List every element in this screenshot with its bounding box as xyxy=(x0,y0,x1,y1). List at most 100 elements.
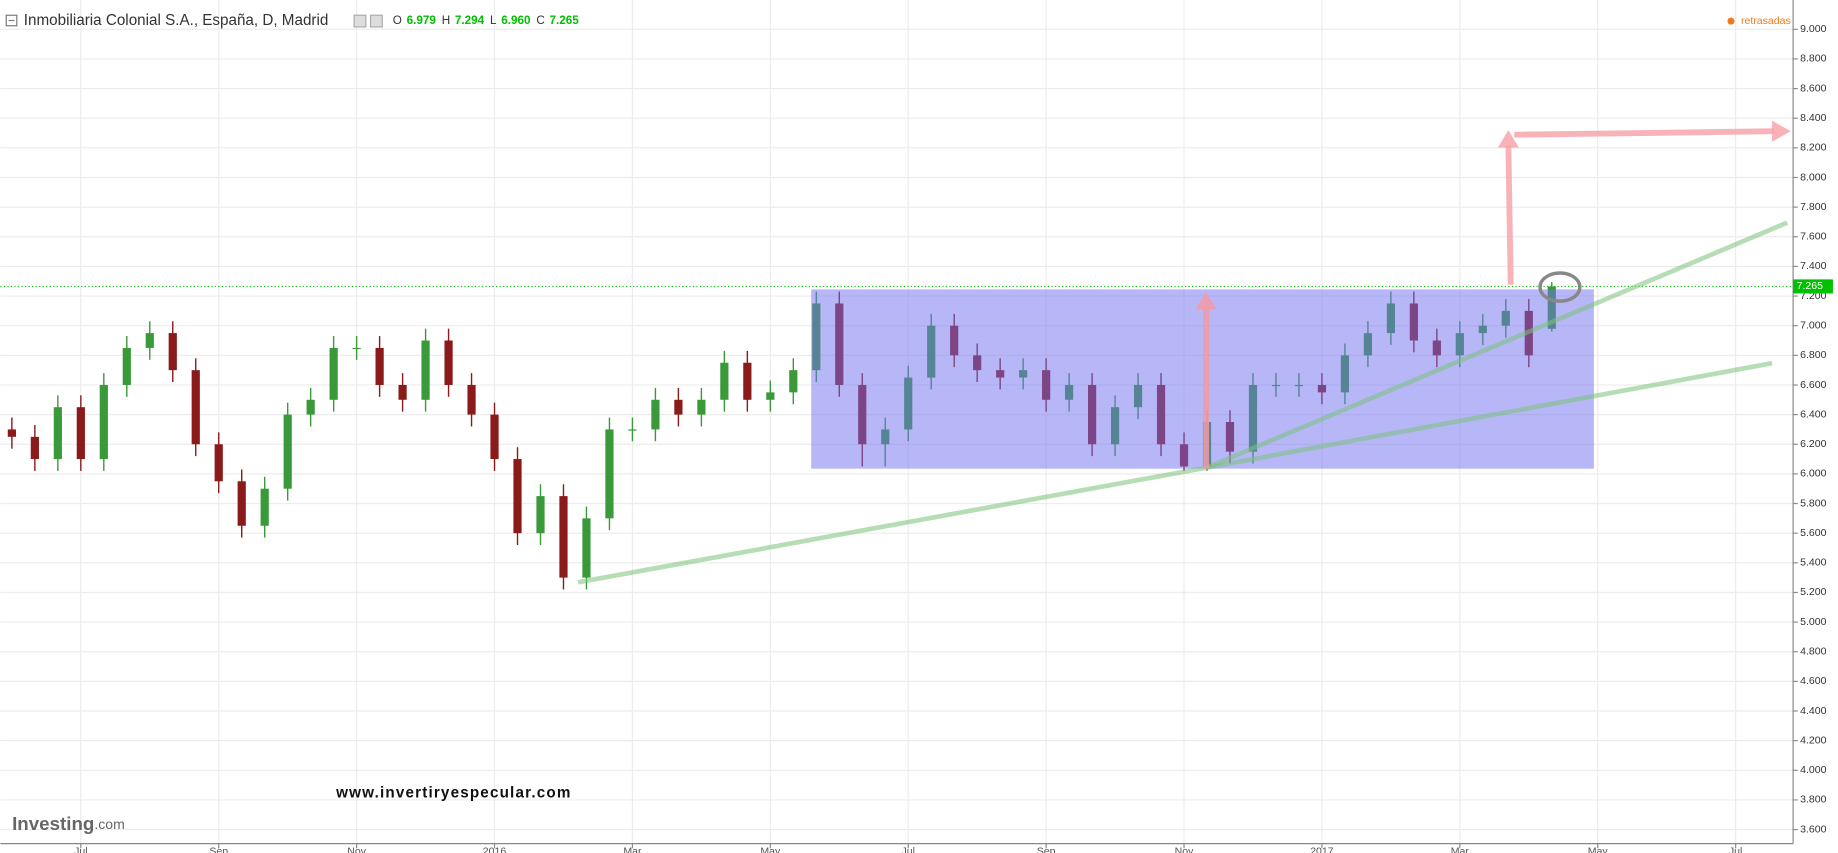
highlight-circle xyxy=(1538,271,1582,303)
arrow-head xyxy=(1195,291,1217,310)
y-tick-label: 7.800 xyxy=(1800,201,1826,213)
y-tick-label: 5.400 xyxy=(1800,557,1826,569)
y-tick-label: 7.000 xyxy=(1800,319,1826,331)
x-tick-label: 2016 xyxy=(483,846,507,853)
candle-body xyxy=(490,414,499,460)
x-tick-label: May xyxy=(1588,846,1609,853)
x-tick-label: Nov xyxy=(1175,846,1194,853)
y-tick-label: 4.000 xyxy=(1800,764,1826,776)
ohlc-key: H xyxy=(442,14,450,27)
candle-body xyxy=(30,436,39,460)
x-tick-label: Sep xyxy=(1037,846,1056,853)
ohlc-key: L xyxy=(490,14,497,27)
ohlc-value: 7.265 xyxy=(550,14,580,27)
chart-title: Inmobiliaria Colonial S.A., España, D, M… xyxy=(24,12,329,29)
candle-body xyxy=(536,496,545,534)
arrow-head xyxy=(1772,120,1791,142)
candle-body xyxy=(145,333,154,348)
last-price-label: 7.265 xyxy=(1797,280,1823,292)
grid xyxy=(0,0,1794,844)
logo-suffix: .com xyxy=(94,816,124,832)
ohlc-key: C xyxy=(536,14,544,27)
settings-icon[interactable] xyxy=(353,14,367,28)
candle-body xyxy=(7,429,16,437)
y-tick-label: 4.400 xyxy=(1800,705,1826,717)
candle-body xyxy=(674,399,683,415)
candle-body xyxy=(260,488,269,526)
y-tick-label: 8.800 xyxy=(1800,53,1826,65)
candle-body xyxy=(444,340,453,385)
candle-body xyxy=(651,399,660,430)
drawings xyxy=(577,120,1791,585)
ohlc-key: O xyxy=(393,14,402,27)
trend-line xyxy=(1206,220,1789,470)
candle-body xyxy=(467,384,476,415)
candle-body xyxy=(375,347,384,385)
y-tick-label: 5.000 xyxy=(1800,616,1826,628)
ohlc-value: 6.979 xyxy=(407,14,437,27)
candle-body xyxy=(559,496,568,578)
candle-body xyxy=(697,399,706,415)
ohlc-value: 7.294 xyxy=(455,14,485,27)
x-tick-label: Nov xyxy=(347,846,366,853)
y-tick-label: 4.600 xyxy=(1800,675,1826,687)
candle-body xyxy=(191,370,200,445)
y-tick-label: 4.200 xyxy=(1800,734,1826,746)
header: Inmobiliaria Colonial S.A., España, D, M… xyxy=(5,12,1791,29)
candle-body xyxy=(720,362,729,400)
trend-line xyxy=(577,465,1208,585)
watermark: www.invertiryespecular.com xyxy=(335,784,571,801)
x-tick-label: Sep xyxy=(209,846,228,853)
y-tick-label: 8.400 xyxy=(1800,112,1826,124)
x-tick-label: 2017 xyxy=(1310,846,1334,853)
y-tick-label: 8.200 xyxy=(1800,142,1826,154)
y-tick-label: 6.000 xyxy=(1800,468,1826,480)
y-tick-label: 4.800 xyxy=(1800,646,1826,658)
candle-body xyxy=(743,362,752,400)
x-tick-label: May xyxy=(760,846,781,853)
candle-body xyxy=(214,444,223,482)
y-tick-label: 3.800 xyxy=(1800,794,1826,806)
arrow xyxy=(1514,128,1775,138)
y-tick-label: 7.400 xyxy=(1800,260,1826,272)
y-tick-label: 5.600 xyxy=(1800,527,1826,539)
y-tick-label: 6.200 xyxy=(1800,438,1826,450)
y-tick-label: 6.600 xyxy=(1800,379,1826,391)
candle-body xyxy=(53,407,62,460)
candle-body xyxy=(582,518,591,578)
x-tick-label: Jul xyxy=(74,846,87,853)
candle-body xyxy=(789,370,798,393)
candle-body xyxy=(329,347,338,400)
candle-body xyxy=(76,407,85,460)
ohlc-value: 6.960 xyxy=(501,14,531,27)
candle-body xyxy=(421,340,430,400)
candle-body xyxy=(605,429,614,519)
y-tick-label: 9.000 xyxy=(1800,23,1826,35)
y-tick-label: 5.200 xyxy=(1800,586,1826,598)
y-tick-label: 7.600 xyxy=(1800,231,1826,243)
x-tick-label: Mar xyxy=(1451,846,1470,853)
candle-body xyxy=(513,459,522,534)
y-tick-label: 5.800 xyxy=(1800,497,1826,509)
settings-icon[interactable] xyxy=(369,14,383,28)
collapse-icon[interactable] xyxy=(5,14,18,27)
x-tick-label: Jul xyxy=(1729,846,1742,853)
y-tick-label: 8.600 xyxy=(1800,82,1826,94)
y-tick-label: 6.800 xyxy=(1800,349,1826,361)
range-box xyxy=(811,289,1594,469)
candle-body xyxy=(283,414,292,489)
candle-body xyxy=(306,399,315,415)
trend-line xyxy=(1206,360,1773,470)
candle-body xyxy=(352,347,361,350)
candle-body xyxy=(237,481,246,526)
candle-body xyxy=(766,392,775,400)
candle-body xyxy=(122,347,131,385)
logo: Investing.com xyxy=(12,813,125,834)
arrow-head xyxy=(1497,130,1519,148)
logo-name: Investing xyxy=(12,813,94,834)
candle-body xyxy=(168,333,177,371)
last-price-tag xyxy=(1793,279,1833,294)
